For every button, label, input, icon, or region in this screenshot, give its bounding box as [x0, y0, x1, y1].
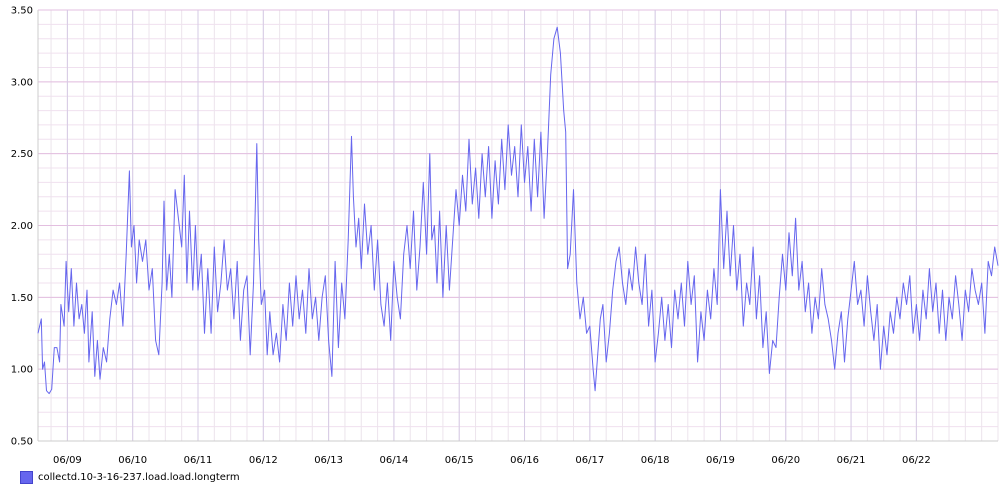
legend-swatch [20, 471, 33, 484]
x-tick-label: 06/17 [575, 455, 604, 466]
x-tick-label: 06/14 [380, 455, 409, 466]
legend: collectd.10-3-16-237.load.load.longterm [20, 471, 240, 484]
legend-label: collectd.10-3-16-237.load.load.longterm [38, 472, 240, 483]
series-line [37, 26, 999, 395]
x-axis: 06/09 06/10 06/11 06/12 06/13 06/14 06/15 06/16… [38, 440, 998, 466]
x-tick-label: 06/12 [249, 455, 278, 466]
y-tick-label: 3.00 [11, 77, 33, 88]
y-tick-label: 1.00 [11, 365, 33, 376]
x-tick-label: 06/09 [53, 455, 82, 466]
y-tick-label: 2.00 [11, 221, 33, 232]
x-tick-label: 06/19 [706, 455, 735, 466]
x-tick-label: 06/16 [510, 455, 539, 466]
x-tick-label: 06/22 [902, 455, 931, 466]
x-tick-label: 06/18 [641, 455, 670, 466]
x-tick-label: 06/20 [771, 455, 800, 466]
y-tick-label: 2.50 [11, 149, 33, 160]
x-tick-label: 06/15 [445, 455, 474, 466]
x-tick-label: 06/11 [184, 455, 213, 466]
series-layer [37, 26, 999, 395]
y-axis: 0.50 1.00 1.50 2.00 2.50 3.00 3.50 [11, 6, 39, 448]
y-tick-label: 3.50 [11, 6, 33, 17]
x-tick-label: 06/10 [118, 455, 147, 466]
x-tick-label: 06/21 [837, 455, 866, 466]
y-tick-label: 1.50 [11, 293, 33, 304]
x-tick-label: 06/13 [314, 455, 343, 466]
y-tick-label: 0.50 [11, 437, 33, 448]
